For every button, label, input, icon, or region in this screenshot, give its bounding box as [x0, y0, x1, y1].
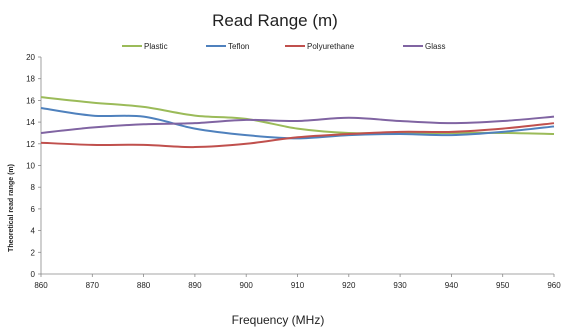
y-tick-label: 0 [31, 270, 36, 279]
x-tick-label: 930 [393, 281, 407, 290]
x-tick-label: 890 [188, 281, 202, 290]
x-tick-label: 900 [240, 281, 254, 290]
legend-label-plastic: Plastic [144, 42, 168, 51]
x-ticks: 860 870 880 890 900 910 920 930 940 950 960 [34, 274, 561, 290]
x-axis-label: Frequency (MHz) [232, 313, 325, 327]
series-line-polyurethane [40, 122, 555, 149]
x-tick-label: 920 [342, 281, 356, 290]
x-tick-label: 870 [86, 281, 100, 290]
series-line-plastic [40, 96, 555, 136]
y-axis-label: Theoretical read range (m) [8, 164, 15, 252]
x-tick-label: 950 [496, 281, 510, 290]
x-tick-label: 960 [547, 281, 561, 290]
y-tick-label: 18 [26, 75, 35, 84]
y-tick-label: 2 [31, 248, 36, 257]
y-tick-label: 20 [26, 53, 35, 62]
y-tick-label: 16 [26, 96, 35, 105]
x-tick-label: 860 [34, 281, 48, 290]
series-lines [40, 96, 555, 149]
y-tick-label: 14 [26, 118, 35, 127]
x-tick-label: 940 [445, 281, 459, 290]
axes [40, 57, 554, 275]
chart-title: Read Range (m) [212, 11, 338, 30]
y-tick-label: 10 [26, 162, 35, 171]
y-tick-label: 4 [31, 227, 36, 236]
y-tick-label: 8 [31, 183, 36, 192]
series-line-glass [40, 115, 555, 134]
x-tick-label: 880 [137, 281, 151, 290]
x-tick-label: 910 [291, 281, 305, 290]
y-tick-label: 12 [26, 140, 35, 149]
legend-label-polyurethane: Polyurethane [307, 42, 355, 51]
legend-label-teflon: Teflon [228, 42, 249, 51]
series-line-teflon [40, 107, 555, 140]
legend-label-glass: Glass [425, 42, 445, 51]
y-tick-label: 6 [31, 205, 36, 214]
y-ticks: 0 2 4 6 8 10 12 14 16 18 20 [26, 53, 41, 279]
legend: Plastic Teflon Polyurethane Glass [122, 42, 445, 51]
